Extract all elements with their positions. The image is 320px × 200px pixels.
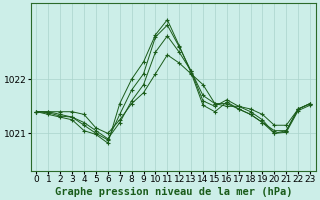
X-axis label: Graphe pression niveau de la mer (hPa): Graphe pression niveau de la mer (hPa) (54, 186, 292, 197)
